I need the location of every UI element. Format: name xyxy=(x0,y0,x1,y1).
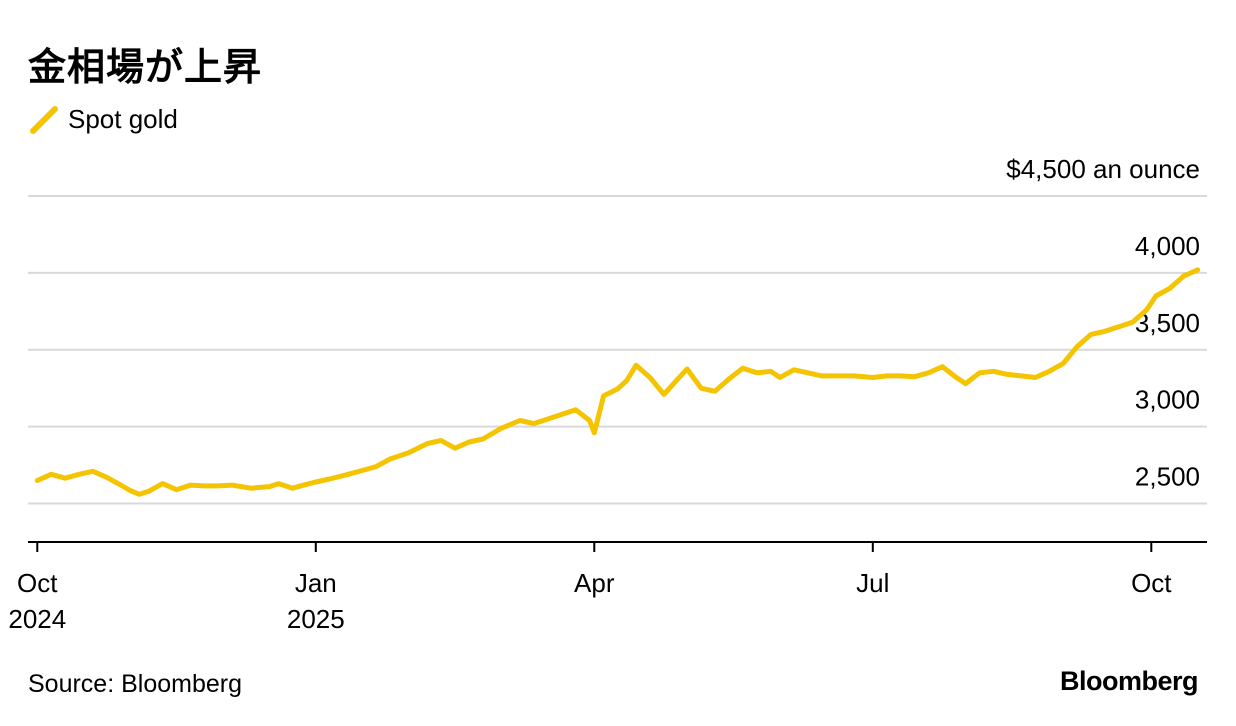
chart-title: 金相場が上昇 xyxy=(28,45,263,89)
y-tick-label: 3,000 xyxy=(1135,385,1200,415)
legend-label: Spot gold xyxy=(68,104,178,134)
x-tick-label: Jul xyxy=(856,568,889,598)
y-tick-label: 2,500 xyxy=(1135,462,1200,492)
x-tick-label: Apr xyxy=(574,568,615,598)
brand-logo: Bloomberg xyxy=(1059,666,1199,696)
y-tick-label: $4,500 an ounce xyxy=(1006,154,1200,184)
x-tick-label: Jan xyxy=(295,568,337,598)
series-line-spot-gold xyxy=(34,267,1201,497)
legend-line-icon xyxy=(30,105,58,134)
x-tick-sublabel: 2025 xyxy=(287,604,345,634)
line-chart: $4,500 an ounce4,0003,5003,0002,500Oct20… xyxy=(8,154,1207,634)
source-note: Source: Bloomberg xyxy=(28,670,243,698)
x-tick-sublabel: 2024 xyxy=(8,604,66,634)
chart-area: $4,500 an ounce 4,000 3,500 3,000 2,500 Oct 20… xyxy=(0,140,1236,640)
x-tick-label: Oct xyxy=(17,568,58,598)
legend: Spot gold xyxy=(30,104,178,135)
y-tick-label: 4,000 xyxy=(1135,231,1200,261)
x-tick-label: Oct xyxy=(1131,568,1172,598)
